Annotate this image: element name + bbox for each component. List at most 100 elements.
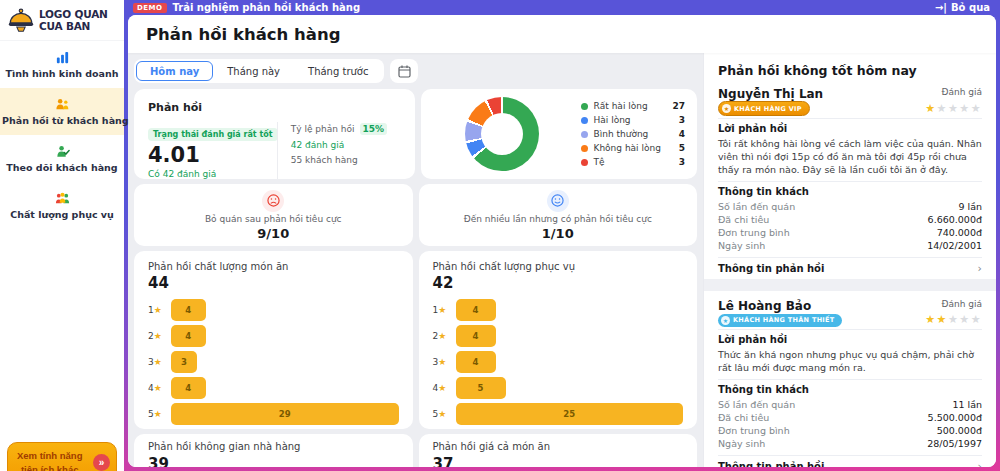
sidebar-nav: Tình hình kinh doanhPhản hồi từ khách hà…	[0, 41, 124, 229]
card-title: Phản hồi không gian nhà hàng	[148, 441, 399, 452]
customer-tier-badge: ★KHÁCH HÀNG THÂN THIẾT	[718, 314, 842, 327]
feedback-summary-card: Phản hồi Trạng thái đánh giá rất tốt 4.0…	[134, 89, 415, 179]
customer-info-row: Đã chi tiêu5.500.000đ	[718, 411, 982, 424]
period-tabs-row: Hôm nayTháng nàyTháng trước	[134, 59, 697, 83]
logo-text-line1: LOGO QUAN	[39, 8, 108, 20]
logo: LOGO QUANCUA BAN	[0, 0, 124, 41]
date-picker-button[interactable]	[390, 59, 418, 83]
star-bar-row: 4★5	[433, 377, 684, 399]
bar: 4	[171, 325, 206, 347]
bar: 25	[456, 403, 684, 425]
star-bar-row: 3★3	[148, 351, 399, 373]
bar: 4	[456, 325, 496, 347]
satisfaction-donut-card: Rất hài lòng27Hài lòng3Bình thường4Không…	[421, 89, 698, 179]
star-bar-row: 5★29	[148, 403, 399, 425]
customer-name: Nguyễn Thị Lan	[718, 87, 823, 101]
sidebar-item-1[interactable]: Tình hình kinh doanh	[0, 41, 124, 88]
sidebar-item-4[interactable]: Chất lượng phục vụ	[0, 182, 124, 229]
topbar-title: Trải nghiệm phản hồi khách hàng	[173, 2, 361, 13]
page-header: Phản hồi khách hàng	[128, 15, 996, 53]
customer-count-row: 55 khách hàng	[291, 155, 401, 165]
customer-info-section: Thông tin kháchSố lần đến quán11 lầnĐã c…	[718, 379, 982, 455]
star-bar-row: 1★4	[148, 299, 399, 321]
demo-badge: DEMO	[133, 3, 167, 13]
legend-dot-icon	[581, 131, 588, 138]
page-title: Phản hồi khách hàng	[146, 25, 341, 44]
happy-face-icon	[547, 190, 569, 212]
rating-score: 4.01	[148, 144, 277, 167]
customer-name: Lê Hoàng Bảo	[718, 299, 811, 313]
rating-label: Đánh giá	[942, 87, 983, 97]
feedback-info-row[interactable]: Thông tin phản hồi›	[718, 257, 982, 279]
sidebar-item-2[interactable]: Phản hồi từ khách hàng	[0, 88, 124, 135]
sad-face-icon	[262, 190, 284, 212]
tier-star-icon: ★	[721, 316, 730, 325]
customer-info-section: Thông tin kháchSố lần đến quán9 lầnĐã ch…	[718, 181, 982, 257]
negative-feedback-panel: Phản hồi không tốt hôm nay Nguyễn Thị La…	[703, 53, 996, 467]
card-value: 39	[148, 455, 399, 467]
legend-item: Tệ3	[581, 157, 686, 167]
cta-line1: Xem tính năng	[17, 450, 82, 461]
sidebar-item-3[interactable]: Theo dõi khách hàng	[0, 135, 124, 182]
bar: 4	[171, 299, 206, 321]
customer-feedback-card: Nguyễn Thị LanĐánh giá★KHÁCH HÀNG VIP★★★…	[718, 87, 982, 279]
service-quality-icon	[2, 191, 122, 206]
star-bar-row: 2★4	[148, 325, 399, 347]
chevron-right-icon: ›	[978, 460, 982, 467]
star-rating: ★★★★★	[925, 103, 982, 116]
legend-dot-icon	[581, 117, 588, 124]
tab-1[interactable]: Hôm nay	[136, 61, 213, 81]
star-rating: ★★★★★	[925, 314, 982, 327]
bar-chart-icon	[2, 50, 122, 65]
bar: 4	[456, 351, 496, 373]
restaurant-logo-icon	[7, 7, 35, 33]
donut-legend: Rất hài lòng27Hài lòng3Bình thường4Không…	[581, 97, 686, 171]
review-section: Lời phản hồiThức ăn khá ngon nhưng phục …	[718, 329, 982, 379]
legend-item: Bình thường4	[581, 129, 686, 139]
star-bars: 1★42★43★44★55★25	[433, 299, 684, 425]
review-section: Lời phản hồiTôi rất không hài lòng về cá…	[718, 118, 982, 181]
star-bar-row: 1★4	[433, 299, 684, 321]
review-text: Tôi rất không hài lòng về cách làm việc …	[718, 137, 982, 176]
food-quality-chart-card: Phản hồi chất lượng món ăn 44 1★42★43★34…	[134, 251, 413, 429]
period-tabs: Hôm nayTháng nàyTháng trước	[134, 59, 384, 83]
sidebar: LOGO QUANCUA BAN Tình hình kinh doanhPhả…	[0, 0, 124, 471]
summary-title: Phản hồi	[148, 101, 401, 114]
chevron-right-icon: ›	[978, 262, 982, 275]
donut-chart	[465, 97, 539, 171]
status-badge: Trạng thái đánh giá rất tốt	[148, 128, 278, 141]
chart-title: Phản hồi chất lượng món ăn	[148, 261, 399, 272]
skip-button[interactable]: →|Bỏ qua	[935, 2, 990, 13]
review-count-row: 42 đánh giá	[291, 140, 401, 150]
star-bar-row: 2★4	[433, 325, 684, 347]
double-chevron-icon: »	[93, 454, 110, 471]
legend-item: Hài lòng3	[581, 115, 686, 125]
chart-total: 44	[148, 274, 399, 292]
legend-item: Không hài lòng5	[581, 143, 686, 153]
tab-3[interactable]: Tháng trước	[294, 61, 382, 81]
customer-feedback-card: Lê Hoàng BảoĐánh giá★KHÁCH HÀNG THÂN THI…	[718, 299, 982, 467]
customer-info-row: Số lần đến quán11 lần	[718, 398, 982, 411]
churn-value: 9/10	[257, 226, 289, 241]
legend-dot-icon	[581, 159, 588, 166]
bar: 5	[456, 377, 506, 399]
customer-info-row: Đơn trung bình500.000đ	[718, 424, 982, 437]
review-text: Thức ăn khá ngon nhưng phục vụ quá chậm,…	[718, 348, 982, 374]
customer-track-icon	[2, 144, 122, 159]
price-feedback-card: Phản hồi giá cả món ăn 37	[419, 434, 698, 467]
bar: 4	[456, 299, 496, 321]
card-title: Phản hồi giá cả món ăn	[433, 441, 684, 452]
response-rate-row: Tỷ lệ phản hồi15%	[291, 124, 401, 134]
feedback-info-row[interactable]: Thông tin phản hồi›	[718, 455, 982, 467]
star-bar-row: 5★25	[433, 403, 684, 425]
tab-2[interactable]: Tháng này	[213, 61, 294, 81]
repeat-label: Đến nhiều lần nhưng có phản hồi tiêu cực	[464, 214, 652, 224]
feedback-icon	[2, 97, 122, 112]
bar: 3	[171, 351, 197, 373]
chart-title: Phản hồi chất lượng phục vụ	[433, 261, 684, 272]
tier-star-icon: ★	[722, 104, 731, 113]
bar: 29	[171, 403, 399, 425]
customer-info-row: Đã chi tiêu6.660.000đ	[718, 213, 982, 226]
view-features-button[interactable]: Xem tính năngtiện ích khác »	[7, 442, 117, 471]
panel-title: Phản hồi không tốt hôm nay	[718, 63, 982, 78]
